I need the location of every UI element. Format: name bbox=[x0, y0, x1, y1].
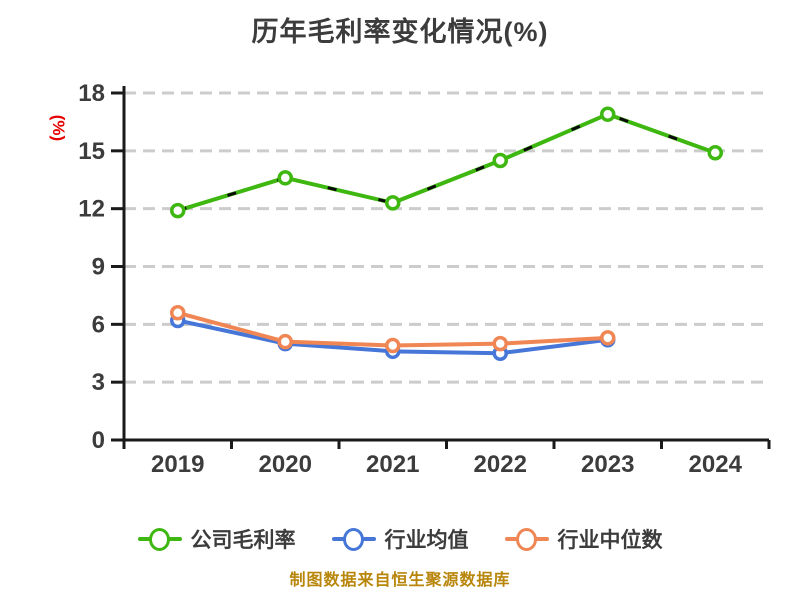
legend-item-label: 公司毛利率 bbox=[190, 529, 296, 552]
y-tick-label: 0 bbox=[92, 427, 105, 454]
data-point-marker-2 bbox=[277, 333, 293, 350]
data-point-marker-2 bbox=[170, 305, 186, 321]
series-line-0 bbox=[175, 112, 718, 213]
legend-line-circle-icon bbox=[137, 527, 182, 551]
legend-line-circle-icon bbox=[504, 527, 549, 551]
x-tick-label: 2024 bbox=[689, 451, 743, 478]
x-tick-label: 2019 bbox=[151, 451, 204, 478]
data-point-marker-0 bbox=[707, 145, 723, 161]
x-tick-label: 2021 bbox=[366, 451, 419, 478]
legend-item-label: 行业均值 bbox=[384, 529, 469, 552]
y-tick-label: 6 bbox=[92, 311, 105, 338]
y-tick-label: 3 bbox=[92, 369, 105, 396]
data-point-marker-2 bbox=[492, 335, 508, 352]
y-tick-label: 9 bbox=[92, 254, 105, 281]
data-point-marker-0 bbox=[385, 195, 401, 211]
data-point-marker-0 bbox=[492, 152, 508, 169]
legend-swatch-circle bbox=[515, 528, 537, 551]
legend-swatch-circle bbox=[148, 528, 170, 551]
y-tick-label: 15 bbox=[78, 138, 105, 165]
legend-item-1: 行业均值 bbox=[331, 524, 469, 554]
legend-item-label: 行业中位数 bbox=[557, 529, 663, 552]
y-tick-label: 12 bbox=[78, 196, 105, 223]
data-point-marker-0 bbox=[170, 202, 186, 219]
chart-title: 历年毛利率变化情况(%) bbox=[251, 17, 549, 47]
legend-item-2: 行业中位数 bbox=[504, 524, 663, 554]
data-point-marker-2 bbox=[385, 337, 401, 354]
y-tick-label: 18 bbox=[78, 80, 105, 107]
data-point-marker-0 bbox=[277, 170, 293, 186]
legend: 公司毛利率 行业均值 行业中位数 bbox=[0, 522, 800, 556]
series-line-dash-overlay bbox=[177, 112, 716, 213]
data-point-marker-2 bbox=[600, 330, 616, 346]
footer-note: 制图数据来自恒生聚源数据库 bbox=[289, 572, 511, 589]
legend-swatch-circle bbox=[342, 528, 364, 551]
legend-line-circle-icon bbox=[331, 527, 376, 551]
x-tick-label: 2020 bbox=[259, 451, 312, 478]
legend-item-0: 公司毛利率 bbox=[137, 524, 296, 554]
x-tick-label: 2022 bbox=[474, 451, 527, 478]
x-tick-label: 2023 bbox=[581, 451, 634, 478]
data-point-marker-0 bbox=[600, 106, 616, 122]
